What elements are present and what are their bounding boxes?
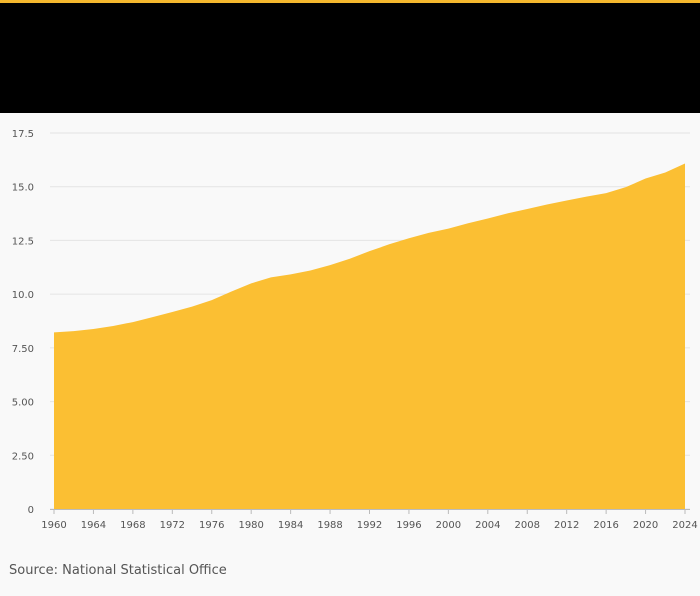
x-tick-label: 2008 xyxy=(515,520,540,531)
x-tick-label: 1992 xyxy=(357,520,382,531)
x-tick-label: 2016 xyxy=(593,520,618,531)
x-tick-label: 1984 xyxy=(278,520,303,531)
y-tick-label: 5.00 xyxy=(12,398,34,409)
y-tick-label: 17.5 xyxy=(12,129,34,140)
x-tick-label: 1988 xyxy=(317,520,342,531)
header-band xyxy=(0,3,700,113)
area-series xyxy=(54,163,685,509)
x-tick-label: 1976 xyxy=(199,520,224,531)
x-tick-label: 2004 xyxy=(475,520,500,531)
x-tick-label: 2000 xyxy=(436,520,461,531)
x-tick-label: 1960 xyxy=(41,520,66,531)
x-tick-label: 1964 xyxy=(81,520,106,531)
x-tick-label: 1980 xyxy=(238,520,263,531)
y-tick-label: 7.50 xyxy=(12,344,34,355)
x-tick-label: 1968 xyxy=(120,520,145,531)
x-tick-label: 2024 xyxy=(672,520,697,531)
y-tick-label: 12.5 xyxy=(12,236,34,247)
y-tick-label: 2.50 xyxy=(12,451,34,462)
axes: 0 2.50 5.00 7.50 10.0 12.5 15.0 17.5 1960 1964 196… xyxy=(12,129,698,531)
x-tick-label: 1996 xyxy=(396,520,421,531)
area-chart: 0 2.50 5.00 7.50 10.0 12.5 15.0 17.5 1960 1964 196… xyxy=(12,129,698,531)
chart-container: 0 2.50 5.00 7.50 10.0 12.5 15.0 17.5 1960 1964 196… xyxy=(0,113,700,553)
y-tick-label: 0 xyxy=(28,505,34,516)
y-tick-label: 15.0 xyxy=(12,183,34,194)
x-tick-label: 1972 xyxy=(160,520,185,531)
x-tick-label: 2012 xyxy=(554,520,579,531)
x-tick-label: 2020 xyxy=(633,520,658,531)
top-accent-bar xyxy=(0,0,700,3)
source-note: Source: National Statistical Office xyxy=(9,563,227,578)
y-tick-label: 10.0 xyxy=(12,290,34,301)
area-fill xyxy=(54,163,685,509)
